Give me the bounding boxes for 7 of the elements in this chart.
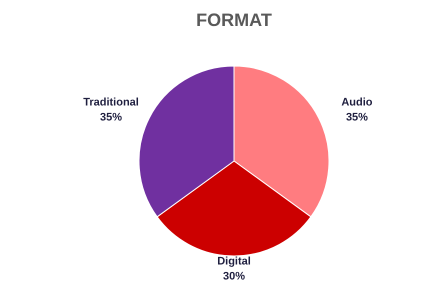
slice-label: Digital: [217, 255, 251, 268]
data-label: 35%: [346, 111, 368, 124]
chart-title: FORMAT: [196, 10, 272, 30]
data-label: 35%: [100, 111, 122, 124]
slice-label: Audio: [341, 96, 373, 108]
slice-label: Traditional: [83, 96, 139, 108]
data-label: 30%: [222, 270, 246, 282]
